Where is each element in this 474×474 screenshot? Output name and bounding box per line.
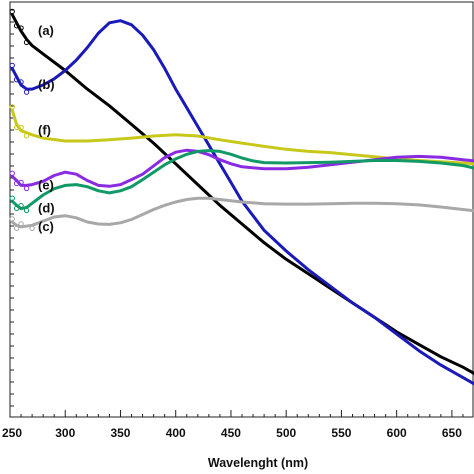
curve-label-3: (f) (38, 123, 51, 138)
x-tick-label: 650 (442, 426, 462, 440)
series-marker-4 (18, 179, 24, 186)
series-line-6 (10, 196, 474, 229)
curves (9, 8, 474, 386)
series-marker-4 (23, 185, 30, 192)
series-marker-5 (18, 202, 24, 209)
series-line-2 (10, 19, 474, 386)
series-marker-3 (23, 133, 30, 139)
x-tick-label: 550 (331, 426, 351, 440)
curve-label-1: (a) (38, 23, 54, 38)
series-marker-6 (13, 225, 20, 231)
curve-labels: (a) (b) (f) (e) (d) (c) (38, 23, 55, 234)
x-axis-title: Wavelenght (nm) (208, 456, 308, 470)
series-line-5 (10, 149, 474, 211)
x-tick-label: 450 (221, 426, 241, 440)
series-marker-2 (18, 79, 24, 85)
x-tick-label: 300 (55, 426, 75, 440)
x-tick-label: 500 (276, 426, 296, 440)
series-marker-2 (9, 62, 15, 69)
series-marker-1 (13, 23, 20, 29)
series-marker-1 (18, 25, 24, 31)
series-marker-3 (9, 104, 15, 110)
series-marker-4 (9, 170, 15, 177)
series-marker-1 (23, 39, 30, 46)
series-line-1 (10, 12, 474, 375)
curve-label-6: (c) (38, 219, 54, 234)
series-marker-2 (23, 89, 30, 95)
series-marker-5 (13, 205, 20, 212)
plot-frame (9, 1, 474, 418)
series-marker-1 (9, 8, 15, 15)
x-axis-ticks: 250 300 350 400 450 500 550 600 650 (2, 410, 464, 440)
curve-label-2: (b) (38, 77, 55, 92)
series-marker-6 (18, 221, 24, 227)
series-marker-5 (9, 195, 15, 201)
curve-label-5: (d) (38, 201, 55, 216)
series-line-4 (10, 148, 474, 188)
y-axis-ticks (10, 9, 14, 407)
series-marker-3 (18, 124, 24, 131)
curve-label-4: (e) (38, 177, 54, 192)
series-marker-5 (23, 207, 30, 214)
x-tick-label: 600 (387, 426, 407, 440)
plot-border (9, 1, 474, 418)
series-marker-6 (9, 216, 15, 222)
series-marker-2 (13, 77, 20, 83)
x-tick-label: 400 (166, 426, 186, 440)
series-marker-6 (29, 225, 35, 231)
x-tick-label: 350 (110, 426, 130, 440)
x-tick-label: 250 (2, 426, 22, 440)
